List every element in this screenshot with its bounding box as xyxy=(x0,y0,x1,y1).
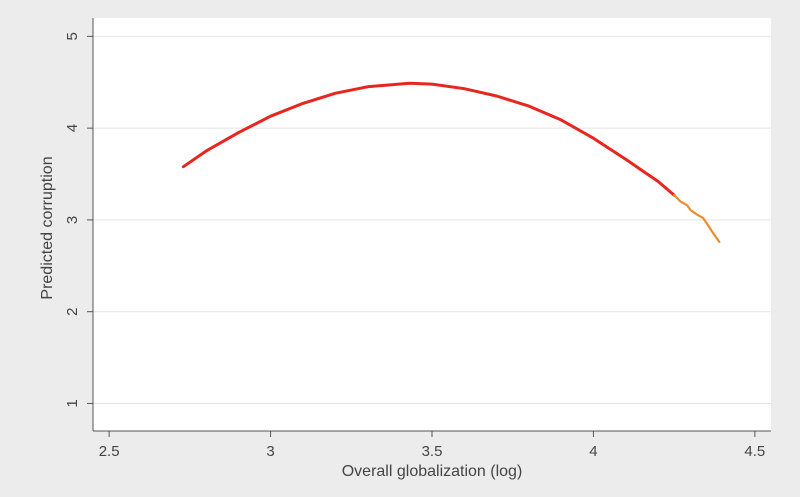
x-axis-label: Overall globalization (log) xyxy=(342,463,523,480)
x-tick-label: 2.5 xyxy=(99,443,120,460)
series xyxy=(181,81,721,243)
x-tick-label: 4 xyxy=(589,443,597,460)
y-tick-label: 5 xyxy=(64,32,81,40)
y-tick-label: 1 xyxy=(64,399,81,407)
y-tick-label: 4 xyxy=(64,124,81,132)
y-tick-label: 2 xyxy=(64,308,81,316)
x-tick-label: 4.5 xyxy=(744,443,765,460)
plot-area xyxy=(93,18,771,431)
grid-lines xyxy=(93,35,771,404)
y-tick-label: 3 xyxy=(64,216,81,224)
x-tick-label: 3 xyxy=(266,443,274,460)
data-points-line xyxy=(673,194,721,243)
x-tick-label: 3.5 xyxy=(422,443,443,460)
fitted-curve-line xyxy=(181,81,676,197)
axis-ticks: 1 2 3 4 5 2.5 3 3.5 4 4.5 xyxy=(64,32,765,460)
y-axis-label: Predicted corruption xyxy=(39,156,56,299)
